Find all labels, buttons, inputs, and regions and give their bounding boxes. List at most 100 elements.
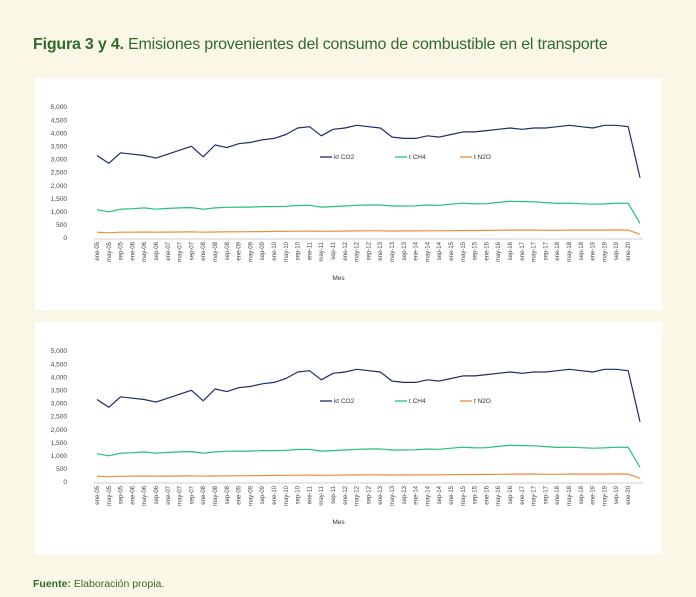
x-tick-label: may-18 [567, 485, 573, 506]
y-tick-label: 2,500 [51, 414, 68, 421]
series-line-t-n2o [96, 229, 641, 235]
x-tick-label: sep-12 [366, 241, 372, 260]
x-tick-label: may-15 [461, 241, 467, 262]
x-tick-label: may-17 [532, 241, 538, 262]
x-tick-label: may-05 [107, 241, 113, 262]
x-tick-label: ene-12 [343, 485, 349, 504]
x-tick-label: ene-13 [378, 485, 384, 504]
x-axis-title: Mes [332, 275, 345, 282]
x-tick-label: sep-08 [225, 241, 231, 260]
x-axis-title: Mes [332, 519, 345, 526]
y-tick-label: 0 [63, 479, 67, 486]
line-chart-2: 0 500 1,000 1,500 2,000 2,500 3,000 3,500 4,000 4… [51, 348, 643, 526]
x-tick-label: sep-19 [614, 241, 620, 260]
source-label: Fuente: [33, 578, 71, 590]
x-tick-label: sep-15 [473, 485, 479, 504]
y-tick-label: 4,500 [51, 361, 68, 368]
x-tick-label: sep-08 [225, 485, 231, 504]
x-tick-label: ene-09 [237, 241, 243, 260]
x-tick-label: ene-10 [272, 241, 278, 260]
source-text: Elaboración propia. [70, 578, 165, 590]
x-tick-label: may-06 [142, 485, 148, 506]
x-tick-label: sep-09 [260, 241, 266, 260]
x-tick-label: sep-10 [296, 241, 302, 260]
x-tick-label: may-09 [248, 241, 254, 262]
x-tick-label: ene-06 [130, 241, 136, 260]
x-tick-label: sep-10 [296, 485, 302, 504]
x-tick-label: may-19 [602, 485, 608, 506]
x-tick-label: may-14 [425, 241, 431, 262]
x-tick-label: sep-12 [366, 485, 372, 504]
x-tick-label: may-17 [532, 485, 538, 506]
x-tick-label: may-09 [248, 485, 254, 506]
y-tick-label: 4,000 [51, 374, 68, 381]
x-tick-label: sep-09 [260, 485, 266, 504]
x-tick-label: sep-19 [614, 485, 620, 504]
x-tick-label: sep-18 [579, 485, 585, 504]
x-tick-label: may-19 [602, 241, 608, 262]
x-tick-label: ene-08 [201, 241, 207, 260]
y-tick-label: 500 [56, 222, 67, 229]
series-line-t-ch4 [96, 200, 641, 224]
x-tick-label: sep-17 [543, 241, 549, 260]
x-tick-label: may-10 [284, 485, 290, 506]
x-tick-label: may-08 [213, 241, 219, 262]
chart-panel-1: 0 500 1,000 1,500 2,000 2,500 3,000 3,500 4,000 4… [35, 78, 662, 310]
y-tick-label: 1,000 [51, 453, 68, 460]
source-note: Fuente: Elaboración propia. [33, 578, 164, 590]
x-tick-label: ene-09 [237, 485, 243, 504]
y-tick-label: 2,500 [51, 170, 68, 177]
x-tick-label: ene-16 [484, 485, 490, 504]
x-tick-label: ene-11 [307, 485, 313, 504]
x-tick-label: may-15 [461, 485, 467, 506]
x-tick-label: sep-18 [579, 241, 585, 260]
x-tick-label: may-16 [496, 241, 502, 262]
x-tick-label: may-11 [319, 485, 325, 505]
x-tick-label: sep-15 [473, 241, 479, 260]
figure-label: Figura 3 y 4. [33, 36, 124, 53]
y-tick-label: 3,000 [51, 401, 68, 408]
x-tick-label: ene-06 [130, 485, 136, 504]
legend-label: kt CO2 [334, 398, 355, 405]
y-tick-label: 5,000 [51, 104, 68, 111]
x-tick-label: ene-14 [414, 485, 420, 504]
x-tick-label: may-05 [107, 485, 113, 506]
x-tick-label: ene-16 [484, 241, 490, 260]
x-tick-label: may-10 [284, 241, 290, 262]
x-tick-label: sep-11 [331, 241, 337, 260]
x-tick-label: may-13 [390, 485, 396, 506]
figure-title: Emisiones provenientes del consumo de co… [123, 36, 608, 53]
x-tick-label: ene-12 [343, 241, 349, 260]
x-tick-label: sep-11 [331, 485, 337, 504]
legend-label: kt CO2 [334, 154, 355, 161]
x-tick-label: ene-19 [591, 485, 597, 504]
x-tick-label: sep-13 [402, 485, 408, 504]
x-tick-label: may-14 [425, 485, 431, 506]
x-tick-label: sep-16 [508, 241, 514, 260]
y-tick-label: 1,500 [51, 196, 68, 203]
y-tick-label: 4,000 [51, 130, 68, 137]
x-tick-label: sep-13 [402, 241, 408, 260]
x-tick-label: sep-06 [154, 485, 160, 504]
x-tick-label: ene-05 [95, 241, 101, 260]
x-tick-label: may-12 [355, 485, 361, 506]
y-tick-label: 3,000 [51, 157, 68, 164]
x-tick-label: ene-20 [626, 485, 632, 504]
y-tick-label: 3,500 [51, 144, 68, 151]
x-tick-label: sep-06 [154, 241, 160, 260]
line-chart-1: 0 500 1,000 1,500 2,000 2,500 3,000 3,500 4,000 4… [51, 104, 643, 282]
x-tick-label: may-13 [390, 241, 396, 262]
x-tick-label: ene-10 [272, 485, 278, 504]
figure-heading: Figura 3 y 4. Emisiones provenientes del… [33, 36, 608, 54]
x-tick-label: ene-07 [166, 241, 172, 260]
x-tick-label: may-12 [355, 241, 361, 262]
x-tick-label: ene-15 [449, 485, 455, 504]
legend-label: t N2O [474, 154, 491, 161]
x-tick-label: ene-14 [414, 241, 420, 260]
x-tick-label: sep-05 [119, 485, 125, 504]
y-tick-label: 2,000 [51, 427, 68, 434]
x-tick-label: may-16 [496, 485, 502, 506]
x-tick-label: ene-13 [378, 241, 384, 260]
x-tick-label: ene-11 [307, 241, 313, 260]
x-tick-label: sep-16 [508, 485, 514, 504]
